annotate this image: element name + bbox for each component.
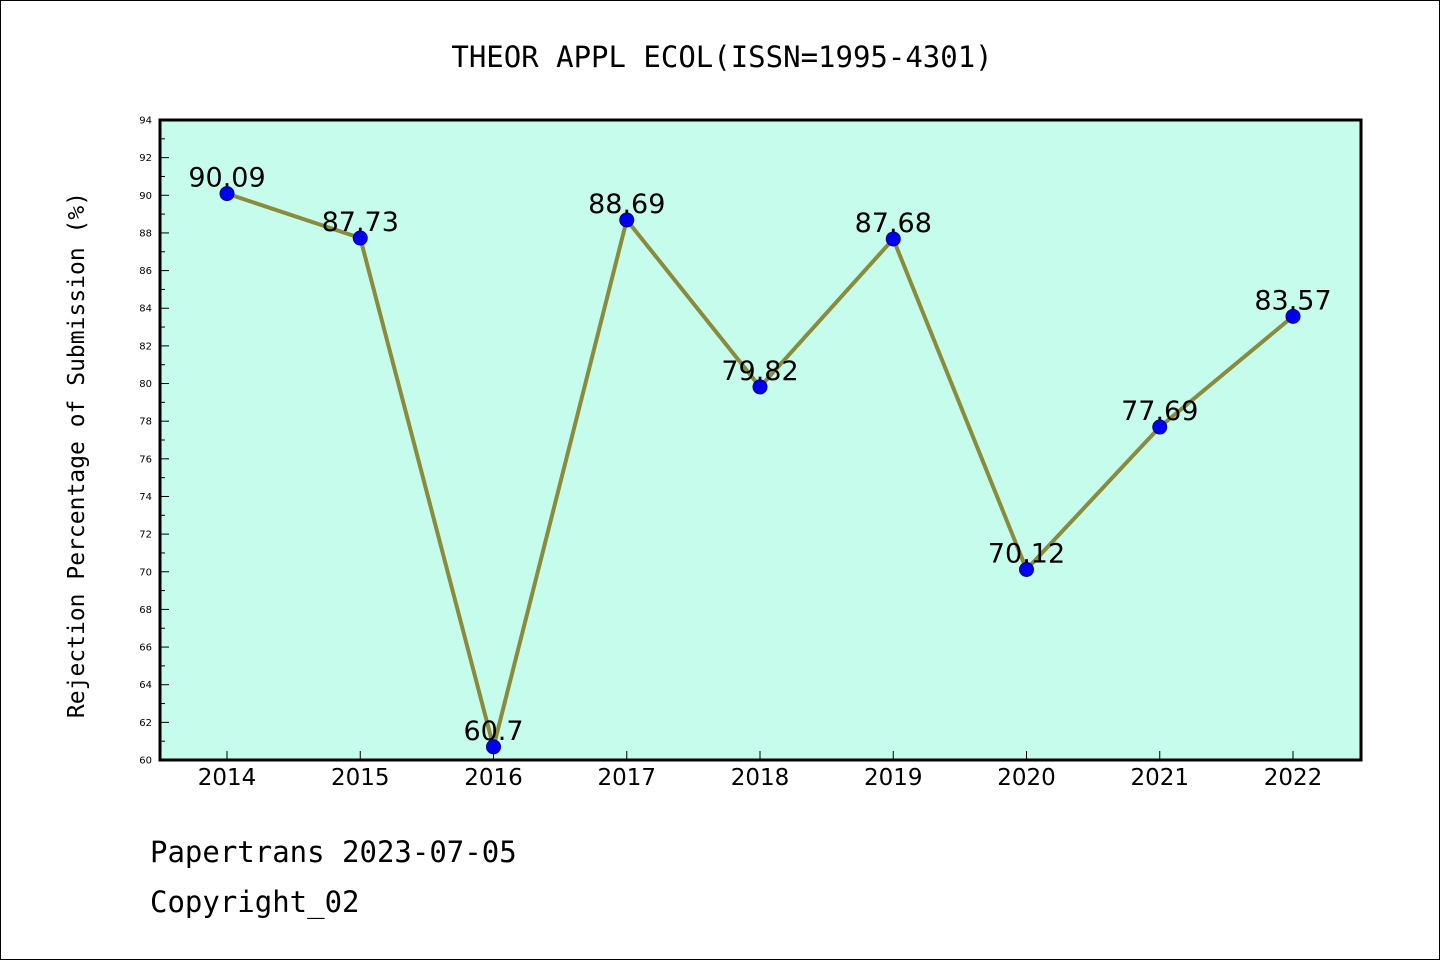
x-tick-label: 2019 — [864, 765, 923, 791]
x-tick-label: 2018 — [731, 765, 790, 791]
y-tick-label: 90 — [139, 191, 152, 202]
y-tick-label: 76 — [139, 454, 152, 465]
data-point — [619, 212, 635, 228]
x-tick-label: 2014 — [198, 765, 257, 791]
x-tick-label: 2020 — [997, 765, 1056, 791]
data-point — [486, 739, 501, 755]
data-labels: 90.09 87.73 60.7 88.69 79.82 87.68 70.12 77.69 8… — [188, 163, 1331, 747]
footer-date: Papertrans 2023-07-05 — [150, 835, 517, 869]
y-tick-label: 82 — [139, 341, 152, 352]
x-tick-label: 2016 — [464, 765, 523, 791]
x-axis: 2014 2015 2016 2017 2018 2019 2020 2021 2022 — [198, 751, 1323, 791]
y-tick-label: 88 — [139, 228, 152, 239]
y-tick-label: 84 — [139, 304, 152, 315]
x-tick-label: 2015 — [331, 765, 390, 791]
footer-copyright: Copyright_02 — [150, 885, 360, 919]
x-tick-label: 2017 — [597, 765, 656, 791]
y-tick-label: 72 — [139, 530, 152, 541]
y-tick-label: 94 — [139, 116, 152, 127]
y-tick-label: 74 — [139, 492, 152, 503]
data-point — [352, 230, 368, 246]
data-label: 88.69 — [588, 189, 665, 220]
x-tick-label: 2021 — [1130, 765, 1189, 791]
data-point — [1019, 562, 1034, 578]
data-label: 60.7 — [463, 716, 523, 747]
plot-border — [158, 118, 1363, 762]
data-point — [1152, 419, 1168, 435]
data-label: 87.68 — [855, 208, 932, 239]
data-label: 77.69 — [1121, 396, 1198, 427]
data-points — [219, 186, 1301, 755]
data-label: 70.12 — [988, 539, 1065, 570]
y-tick-label: 66 — [139, 643, 152, 654]
y-tick-label: 68 — [139, 605, 152, 616]
data-point — [219, 186, 235, 202]
y-tick-label: 78 — [139, 417, 152, 428]
plot-area — [160, 120, 1361, 760]
data-label: 79.82 — [721, 356, 798, 387]
y-tick-label: 62 — [139, 718, 152, 729]
y-tick-label: 92 — [139, 153, 152, 164]
y-tick-label: 86 — [139, 266, 152, 277]
y-tick-label: 80 — [139, 379, 152, 390]
y-tick-label: 64 — [139, 680, 152, 691]
data-label: 83.57 — [1254, 285, 1331, 316]
x-tick-label: 2022 — [1264, 765, 1323, 791]
y-tick-label: 60 — [139, 756, 152, 767]
data-label: 87.73 — [322, 207, 399, 238]
chart-title: THEOR APPL ECOL(ISSN=1995-4301) — [451, 40, 992, 74]
data-label: 90.09 — [188, 163, 265, 194]
data-point — [752, 379, 768, 395]
y-axis: 60 62 64 66 68 70 72 74 76 78 80 82 84 86 88 90 92 94 — [139, 116, 169, 767]
data-point — [885, 231, 901, 247]
y-tick-label: 70 — [139, 567, 152, 578]
data-point — [1285, 308, 1301, 324]
y-axis-label: Rejection Percentage of Submission (%) — [64, 192, 90, 718]
